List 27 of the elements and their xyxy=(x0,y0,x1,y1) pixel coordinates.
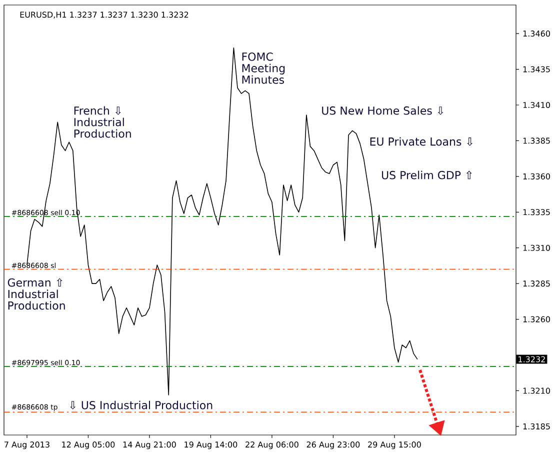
text: 1.3232 xyxy=(518,356,545,362)
y-tick-label: 1.3210 xyxy=(523,388,550,394)
y-tick-label: 1.3335 xyxy=(523,209,550,216)
text: EURUSD,H1 1.3237 1.3237 1.3230 1.3232 xyxy=(20,12,188,19)
annotation: ⇩ US Industrial Production xyxy=(70,400,212,410)
y-tick-label: 1.3460 xyxy=(523,30,550,37)
annotation: EU Private Loans ⇩ xyxy=(370,137,473,146)
x-tick-label: 12 Aug 05:00 xyxy=(62,442,115,450)
annotation: US New Home Sales ⇩ xyxy=(322,106,444,115)
y-tick-label: 1.3285 xyxy=(523,280,550,287)
y-tick-label: 1.3435 xyxy=(523,66,550,72)
y-tick-label: 1.3310 xyxy=(523,244,550,251)
annotation: French ⇩ Industrial Production xyxy=(74,106,131,138)
x-tick-label: 7 Aug 2013 xyxy=(4,442,50,450)
y-tick-label: 1.3360 xyxy=(523,173,550,180)
y-tick-label: 1.3385 xyxy=(523,138,550,144)
annotation: FOMC Meeting Minutes xyxy=(242,52,285,84)
x-tick-label: 19 Aug 14:00 xyxy=(184,442,238,450)
y-tick-label: 1.3185 xyxy=(523,423,550,430)
y-tick-label: 1.3260 xyxy=(523,316,550,322)
x-tick-label: 29 Aug 15:00 xyxy=(368,442,421,450)
x-tick-label: 14 Aug 21:00 xyxy=(123,442,176,450)
y-tick-label: 1.3410 xyxy=(523,102,550,108)
annotation: German ⇧ Industrial Production xyxy=(8,278,65,310)
x-tick-label: 22 Aug 06:00 xyxy=(246,442,298,450)
x-tick-label: 26 Aug 23:00 xyxy=(306,442,360,450)
annotation: US Prelim GDP ⇧ xyxy=(382,170,472,180)
